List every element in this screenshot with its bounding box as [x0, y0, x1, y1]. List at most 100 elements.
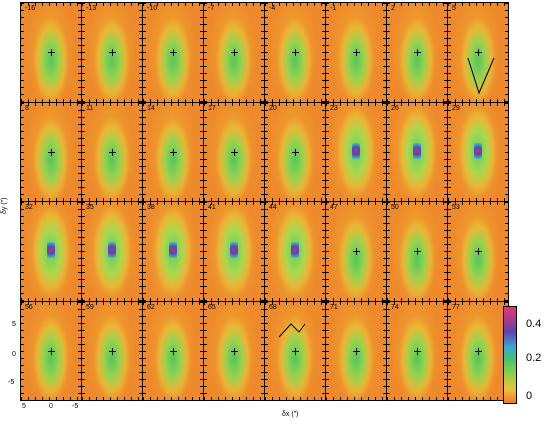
- center-marker-icon: [353, 347, 360, 355]
- center-marker-icon: [353, 148, 360, 156]
- tick-marks: [78, 102, 81, 201]
- panel-label: 29: [452, 104, 460, 112]
- panel-t53: 53: [447, 201, 509, 302]
- tick-marks: [444, 102, 447, 201]
- center-marker-icon: [292, 148, 299, 156]
- tick-marks: [143, 98, 203, 102]
- tick-marks: [265, 397, 325, 400]
- tick-marks: [448, 3, 508, 6]
- tick-marks: [139, 102, 142, 201]
- panel-t-4: -4: [264, 2, 326, 103]
- tick-marks: [505, 202, 508, 301]
- tick-marks: [444, 3, 447, 102]
- tick-marks: [383, 3, 386, 102]
- panel-label: 56: [25, 303, 33, 311]
- tick-marks: [383, 102, 386, 201]
- tick-marks: [200, 301, 203, 400]
- tick-marks: [261, 301, 264, 400]
- panel-t17: 17: [203, 101, 265, 202]
- tick-marks: [387, 3, 447, 6]
- panel-t65: 65: [203, 300, 265, 401]
- tick-marks: [448, 98, 508, 102]
- tick-marks: [448, 102, 451, 201]
- tick-marks: [322, 301, 325, 400]
- tick-marks: [322, 202, 325, 301]
- tick-marks: [139, 3, 142, 102]
- tick-marks: [21, 102, 24, 201]
- tick-marks: [387, 102, 447, 106]
- panel-label: 5: [452, 5, 456, 12]
- tick-marks: [143, 397, 203, 400]
- tick-marks: [326, 301, 386, 305]
- tick-marks: [326, 3, 386, 6]
- tick-marks: [265, 102, 325, 106]
- tick-marks: [387, 198, 447, 201]
- tick-marks: [326, 198, 386, 201]
- center-marker-icon: [170, 49, 177, 57]
- panel-t20: 20: [264, 101, 326, 202]
- panel-t50: 50: [386, 201, 448, 302]
- tick-marks: [326, 202, 386, 205]
- tick-marks: [82, 198, 142, 201]
- panel-t47: 47: [325, 201, 387, 302]
- tick-marks: [261, 202, 264, 301]
- tick-marks: [448, 301, 451, 400]
- tick-marks: [387, 301, 390, 400]
- center-marker-icon: [414, 347, 421, 355]
- center-marker-icon: [48, 148, 55, 156]
- tick-marks: [21, 202, 81, 205]
- tick-marks: [387, 102, 390, 201]
- panel-label: 20: [269, 104, 277, 112]
- tick-marks: [82, 202, 142, 205]
- tick-marks: [387, 98, 447, 102]
- tick-marks: [82, 3, 142, 6]
- arrow-icon: [467, 57, 495, 95]
- tick-marks: [448, 397, 508, 400]
- tick-marks: [143, 301, 146, 400]
- tick-marks: [448, 198, 508, 201]
- tick-marks: [21, 297, 81, 301]
- panel-t59: 59: [81, 300, 143, 401]
- panel-label: -10: [147, 5, 158, 12]
- colorbar: [503, 306, 517, 404]
- panel-t14: 14: [142, 101, 204, 202]
- tick-marks: [448, 102, 508, 106]
- tick-marks: [21, 198, 81, 201]
- tick-marks: [265, 202, 325, 205]
- panel-t23: 23: [325, 101, 387, 202]
- tick-marks: [143, 3, 146, 102]
- tick-marks: [265, 301, 268, 400]
- arrow-icon: [278, 322, 306, 337]
- tick-marks: [82, 102, 142, 106]
- panel-t38: 38: [142, 201, 204, 302]
- center-marker-icon: [109, 148, 116, 156]
- tick-marks: [326, 102, 329, 201]
- tick-marks: [21, 102, 81, 106]
- tick-marks: [448, 297, 508, 301]
- y-tick: 5: [12, 321, 16, 328]
- panel-label: 71: [330, 303, 338, 311]
- panel-label: 11: [86, 104, 94, 112]
- center-marker-icon: [48, 248, 55, 256]
- y-tick: 0: [12, 351, 16, 358]
- colorbar-tick: 0.2: [526, 352, 542, 364]
- panel-label: 17: [208, 104, 216, 112]
- center-marker-icon: [353, 49, 360, 57]
- tick-marks: [326, 301, 329, 400]
- tick-marks: [139, 202, 142, 301]
- tick-marks: [204, 301, 207, 400]
- tick-marks: [204, 98, 264, 102]
- tick-marks: [21, 301, 24, 400]
- tick-marks: [448, 301, 508, 305]
- tick-marks: [387, 202, 390, 301]
- panel-label: 47: [330, 204, 338, 211]
- center-marker-icon: [414, 248, 421, 256]
- tick-marks: [204, 102, 207, 201]
- arrow-annotation: [278, 322, 306, 337]
- panel-t-1: -1: [325, 2, 387, 103]
- center-marker-icon: [170, 248, 177, 256]
- tick-marks: [204, 301, 264, 305]
- tick-marks: [261, 102, 264, 201]
- tick-marks: [387, 397, 447, 400]
- panel-label: -16: [25, 5, 36, 12]
